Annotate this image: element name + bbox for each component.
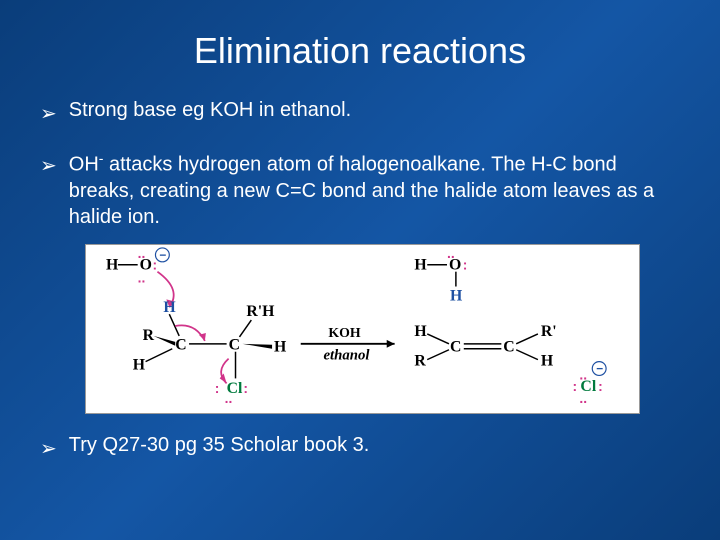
bond bbox=[239, 320, 251, 337]
bullet-text-1: Strong base eg KOH in ethanol. bbox=[69, 97, 685, 123]
bond bbox=[516, 349, 538, 359]
charge-minus: − bbox=[596, 361, 603, 375]
arrowhead bbox=[387, 340, 395, 348]
bond bbox=[427, 334, 449, 344]
bullet-2-post: attacks hydrogen atom of halogenoalkane.… bbox=[69, 154, 654, 228]
bullet-item-1: ➢ Strong base eg KOH in ethanol. bbox=[40, 97, 685, 127]
atom-H: H bbox=[133, 356, 146, 373]
bullet-marker-icon: ➢ bbox=[40, 101, 57, 127]
lonepair: : bbox=[463, 256, 468, 272]
bullet-marker-icon: ➢ bbox=[40, 436, 57, 462]
group-R-prime: R' bbox=[541, 323, 557, 340]
bullet-item-3: ➢ Try Q27-30 pg 35 Scholar book 3. bbox=[40, 432, 685, 462]
lonepair: .. bbox=[138, 269, 146, 285]
atom-H-blue: H bbox=[163, 299, 176, 316]
atom-C: C bbox=[229, 336, 240, 353]
slide-container: Elimination reactions ➢ Strong base eg K… bbox=[0, 0, 720, 540]
lonepair: .. bbox=[579, 390, 587, 406]
lonepair: .. bbox=[225, 390, 233, 406]
lonepair: : bbox=[598, 378, 603, 394]
bullet-item-2: ➢ OH- attacks hydrogen atom of halogenoa… bbox=[40, 149, 685, 230]
lonepair: .. bbox=[447, 245, 455, 261]
bullet-text-3: Try Q27-30 pg 35 Scholar book 3. bbox=[69, 432, 685, 458]
lonepair: : bbox=[243, 380, 248, 396]
bullet-list: ➢ Strong base eg KOH in ethanol. ➢ OH- a… bbox=[35, 97, 685, 462]
wedge-bond bbox=[153, 336, 175, 346]
diagram-svg: H O .. .. : − H bbox=[86, 245, 639, 413]
lonepair: : bbox=[573, 378, 578, 394]
bullet-text-2: OH- attacks hydrogen atom of halogenoalk… bbox=[69, 149, 685, 230]
atom-H-blue: H bbox=[450, 287, 463, 304]
atom-C: C bbox=[175, 336, 186, 353]
bond bbox=[146, 348, 173, 361]
diagram-row: H O .. .. : − H bbox=[40, 244, 685, 414]
bond bbox=[516, 334, 538, 344]
chemistry-diagram: H O .. .. : − H bbox=[85, 244, 640, 414]
atom-C: C bbox=[450, 338, 461, 355]
group-R-prime: R'H bbox=[246, 303, 275, 320]
bullet-marker-icon: ➢ bbox=[40, 153, 57, 179]
atom-H: H bbox=[414, 256, 427, 273]
atom-H: H bbox=[541, 352, 554, 369]
bullet-2-pre: OH bbox=[69, 154, 99, 176]
lonepair: .. bbox=[138, 245, 146, 261]
solvent-label: ethanol bbox=[323, 347, 370, 363]
atom-H: H bbox=[274, 338, 287, 355]
lonepair: .. bbox=[579, 366, 587, 382]
group-R: R bbox=[143, 327, 155, 344]
wedge-bond bbox=[242, 343, 272, 348]
charge-minus: − bbox=[159, 247, 166, 261]
lonepair: : bbox=[215, 380, 220, 396]
group-R: R bbox=[414, 352, 426, 369]
reagent-label: KOH bbox=[328, 325, 361, 340]
atom-C: C bbox=[503, 338, 514, 355]
atom-H: H bbox=[414, 323, 427, 340]
atom-H: H bbox=[106, 256, 119, 273]
bond bbox=[427, 349, 449, 359]
page-title: Elimination reactions bbox=[35, 30, 685, 72]
